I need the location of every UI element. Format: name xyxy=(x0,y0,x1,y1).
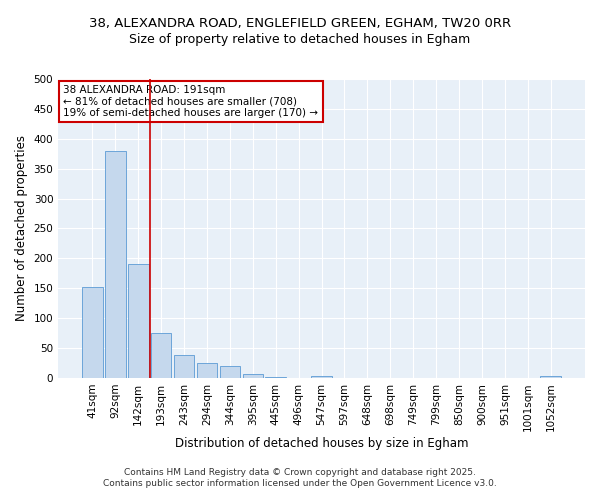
Text: 38 ALEXANDRA ROAD: 191sqm
← 81% of detached houses are smaller (708)
19% of semi: 38 ALEXANDRA ROAD: 191sqm ← 81% of detac… xyxy=(64,85,319,118)
Bar xyxy=(265,377,286,378)
Bar xyxy=(541,376,561,378)
Bar xyxy=(151,332,172,378)
Bar xyxy=(105,151,125,378)
Bar xyxy=(82,287,103,378)
Bar xyxy=(311,376,332,378)
Bar xyxy=(242,374,263,378)
Bar xyxy=(220,366,240,378)
Text: 38, ALEXANDRA ROAD, ENGLEFIELD GREEN, EGHAM, TW20 0RR: 38, ALEXANDRA ROAD, ENGLEFIELD GREEN, EG… xyxy=(89,18,511,30)
Bar xyxy=(128,264,149,378)
Y-axis label: Number of detached properties: Number of detached properties xyxy=(15,136,28,322)
Text: Contains HM Land Registry data © Crown copyright and database right 2025.
Contai: Contains HM Land Registry data © Crown c… xyxy=(103,468,497,487)
Text: Size of property relative to detached houses in Egham: Size of property relative to detached ho… xyxy=(130,32,470,46)
Bar xyxy=(174,354,194,378)
Bar xyxy=(197,363,217,378)
X-axis label: Distribution of detached houses by size in Egham: Distribution of detached houses by size … xyxy=(175,437,469,450)
